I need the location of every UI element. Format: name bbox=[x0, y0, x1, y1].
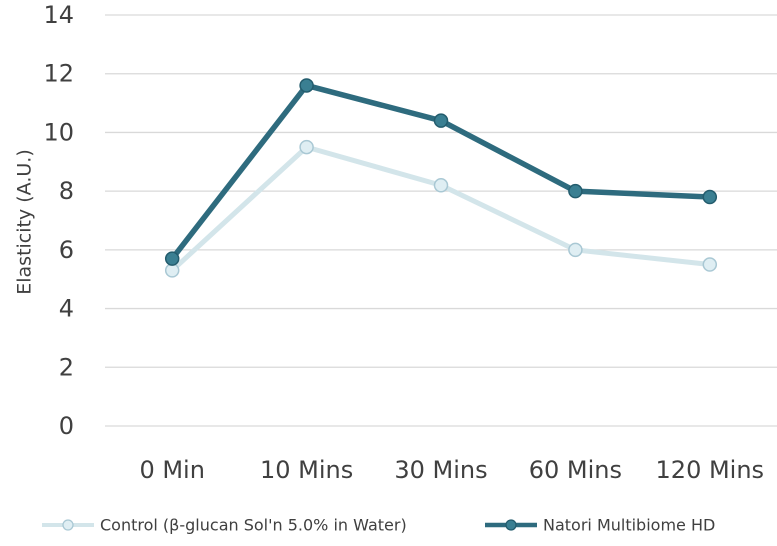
y-tick-label: 12 bbox=[43, 60, 74, 88]
data-point bbox=[164, 251, 180, 266]
gridlines bbox=[105, 14, 777, 427]
data-point bbox=[433, 113, 449, 128]
data-point bbox=[299, 139, 314, 155]
legend-item: Natori Multibiome HD bbox=[485, 516, 715, 535]
y-tick-label: 6 bbox=[59, 236, 74, 264]
legend-label: Natori Multibiome HD bbox=[543, 516, 715, 535]
y-axis-tick-labels: 0 2 4 6 8 10 12 14 bbox=[43, 1, 74, 440]
x-axis-tick-labels: 0 Min 10 Mins 30 Mins 60 Mins 120 Mins bbox=[139, 456, 764, 484]
legend-swatch-marker bbox=[505, 519, 517, 531]
x-tick-label: 60 Mins bbox=[529, 456, 622, 484]
series-natori-multibiome-hd bbox=[164, 78, 718, 266]
legend-item: Control (β-glucan Sol'n 5.0% in Water) bbox=[42, 516, 407, 535]
y-tick-label: 4 bbox=[59, 295, 74, 323]
data-point bbox=[299, 78, 314, 93]
y-tick-label: 10 bbox=[43, 118, 74, 146]
data-point bbox=[568, 183, 583, 199]
series-line bbox=[169, 82, 713, 262]
series-control bbox=[164, 139, 718, 278]
legend: Control (β-glucan Sol'n 5.0% in Water) Na… bbox=[42, 516, 715, 535]
data-point bbox=[568, 242, 583, 258]
x-tick-label: 10 Mins bbox=[260, 456, 353, 484]
x-tick-label: 30 Mins bbox=[394, 456, 487, 484]
data-point bbox=[702, 257, 718, 272]
y-tick-label: 2 bbox=[59, 353, 74, 381]
series-line bbox=[169, 144, 713, 273]
x-tick-label: 120 Mins bbox=[656, 456, 765, 484]
y-tick-label: 14 bbox=[43, 1, 74, 29]
series-layer bbox=[164, 78, 718, 278]
y-tick-label: 0 bbox=[59, 412, 74, 440]
data-point bbox=[702, 189, 718, 205]
legend-swatch-marker bbox=[62, 519, 74, 531]
legend-label: Control (β-glucan Sol'n 5.0% in Water) bbox=[100, 516, 407, 535]
x-tick-label: 0 Min bbox=[139, 456, 204, 484]
y-tick-label: 8 bbox=[59, 177, 74, 205]
data-point bbox=[433, 178, 449, 193]
y-axis-title: Elasticity (A.U.) bbox=[14, 149, 36, 295]
